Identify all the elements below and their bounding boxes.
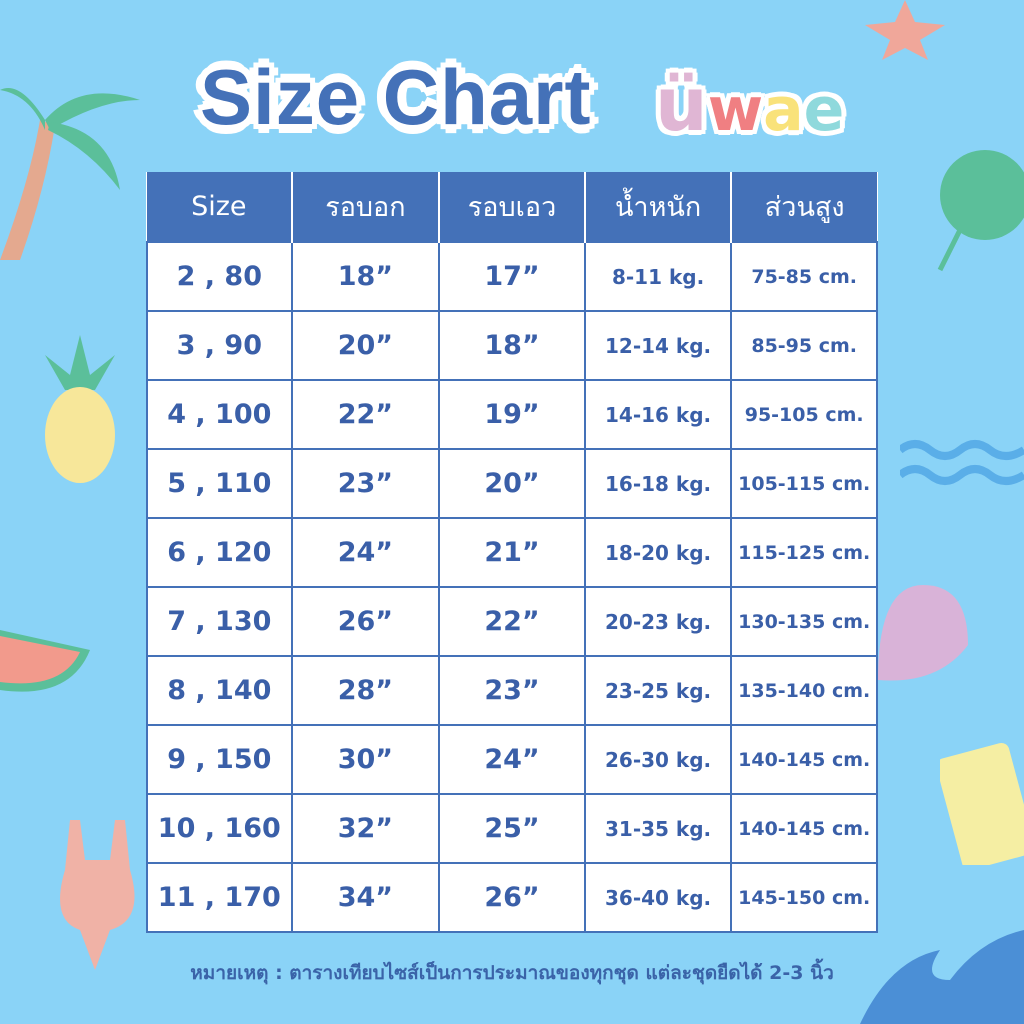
table-row: 3 , 90 20” 18” 12-14 kg. 85-95 cm. (146, 310, 878, 381)
wave-splash-icon (860, 930, 1024, 1024)
table-cell: 115-125 cm. (730, 517, 878, 588)
table-cell: 14-16 kg. (583, 379, 733, 450)
table-cell: 7 , 130 (146, 586, 293, 657)
table-cell: 20” (290, 310, 441, 381)
page-title: Size Chart (200, 53, 592, 141)
table-cell: 135-140 cm. (730, 655, 878, 726)
watermelon-icon (0, 630, 90, 692)
column-header: Size (147, 172, 292, 242)
column-header: น้ำหนัก (583, 172, 732, 242)
table-cell: 26” (290, 586, 441, 657)
sunscreen-icon (940, 742, 1024, 865)
column-header: รอบอก (290, 172, 440, 242)
table-cell: 36-40 kg. (583, 862, 733, 933)
table-cell: 6 , 120 (146, 517, 293, 588)
table-cell: 24” (290, 517, 441, 588)
monstera-leaf-icon (937, 150, 1024, 272)
table-cell: 26” (438, 862, 586, 933)
column-header: ส่วนสูง (730, 172, 877, 242)
table-cell: 25” (438, 793, 586, 864)
table-cell: 26-30 kg. (583, 724, 733, 795)
table-cell: 85-95 cm. (730, 310, 878, 381)
table-cell: 24” (438, 724, 586, 795)
shell-icon (878, 585, 968, 681)
table-cell: 130-135 cm. (730, 586, 878, 657)
waves-icon (900, 440, 1024, 485)
table-cell: 140-145 cm. (730, 724, 878, 795)
table-header-row: Size รอบอก รอบเอว น้ำหนัก ส่วนสูง (147, 172, 877, 242)
pineapple-icon (45, 335, 115, 483)
table-cell: 23” (290, 448, 441, 519)
table-cell: 3 , 90 (146, 310, 293, 381)
table-cell: 5 , 110 (146, 448, 293, 519)
table-cell: 34” (290, 862, 441, 933)
size-chart-table: Size รอบอก รอบเอว น้ำหนัก ส่วนสูง 2 , 80 18” 1… (146, 172, 878, 933)
table-row: 6 , 120 24” 21” 18-20 kg. 115-125 cm. (146, 517, 878, 588)
table-cell: 30” (290, 724, 441, 795)
table-cell: 16-18 kg. (583, 448, 733, 519)
table-cell: 31-35 kg. (583, 793, 733, 864)
table-cell: 23-25 kg. (583, 655, 733, 726)
table-cell: 95-105 cm. (730, 379, 878, 450)
table-cell: 23” (438, 655, 586, 726)
table-cell: 12-14 kg. (583, 310, 733, 381)
table-cell: 11 , 170 (146, 862, 293, 933)
table-cell: 18” (438, 310, 586, 381)
table-cell: 10 , 160 (146, 793, 293, 864)
table-row: 5 , 110 23” 20” 16-18 kg. 105-115 cm. (146, 448, 878, 519)
table-cell: 2 , 80 (146, 241, 293, 312)
table-cell: 22” (438, 586, 586, 657)
table-row: 4 , 100 22” 19” 14-16 kg. 95-105 cm. (146, 379, 878, 450)
table-cell: 18-20 kg. (583, 517, 733, 588)
table-row: 10 , 160 32” 25” 31-35 kg. 140-145 cm. (146, 793, 878, 864)
table-cell: 28” (290, 655, 441, 726)
table-cell: 18” (290, 241, 441, 312)
table-row: 9 , 150 30” 24” 26-30 kg. 140-145 cm. (146, 724, 878, 795)
table-cell: 22” (290, 379, 441, 450)
table-cell: 4 , 100 (146, 379, 293, 450)
swimsuit-icon (60, 820, 135, 970)
table-cell: 20-23 kg. (583, 586, 733, 657)
table-cell: 105-115 cm. (730, 448, 878, 519)
table-cell: 32” (290, 793, 441, 864)
table-cell: 9 , 150 (146, 724, 293, 795)
table-cell: 8 , 140 (146, 655, 293, 726)
table-cell: 17” (438, 241, 586, 312)
table-cell: 140-145 cm. (730, 793, 878, 864)
table-cell: 19” (438, 379, 586, 450)
table-row: 8 , 140 28” 23” 23-25 kg. 135-140 cm. (146, 655, 878, 726)
table-cell: 145-150 cm. (730, 862, 878, 933)
column-header: รอบเอว (438, 172, 585, 242)
table-cell: 20” (438, 448, 586, 519)
footnote: หมายเหตุ : ตารางเทียบไซส์เป็นการประมาณขอ… (190, 962, 834, 984)
palm-tree-icon (0, 88, 140, 260)
table-row: 11 , 170 34” 26” 36-40 kg. 145-150 cm. (146, 862, 878, 933)
brand-logo: üwae (655, 62, 845, 148)
table-row: 7 , 130 26” 22” 20-23 kg. 130-135 cm. (146, 586, 878, 657)
table-row: 2 , 80 18” 17” 8-11 kg. 75-85 cm. (146, 241, 878, 312)
table-cell: 21” (438, 517, 586, 588)
table-cell: 8-11 kg. (583, 241, 733, 312)
starfish-icon (865, 0, 945, 60)
table-cell: 75-85 cm. (730, 241, 878, 312)
